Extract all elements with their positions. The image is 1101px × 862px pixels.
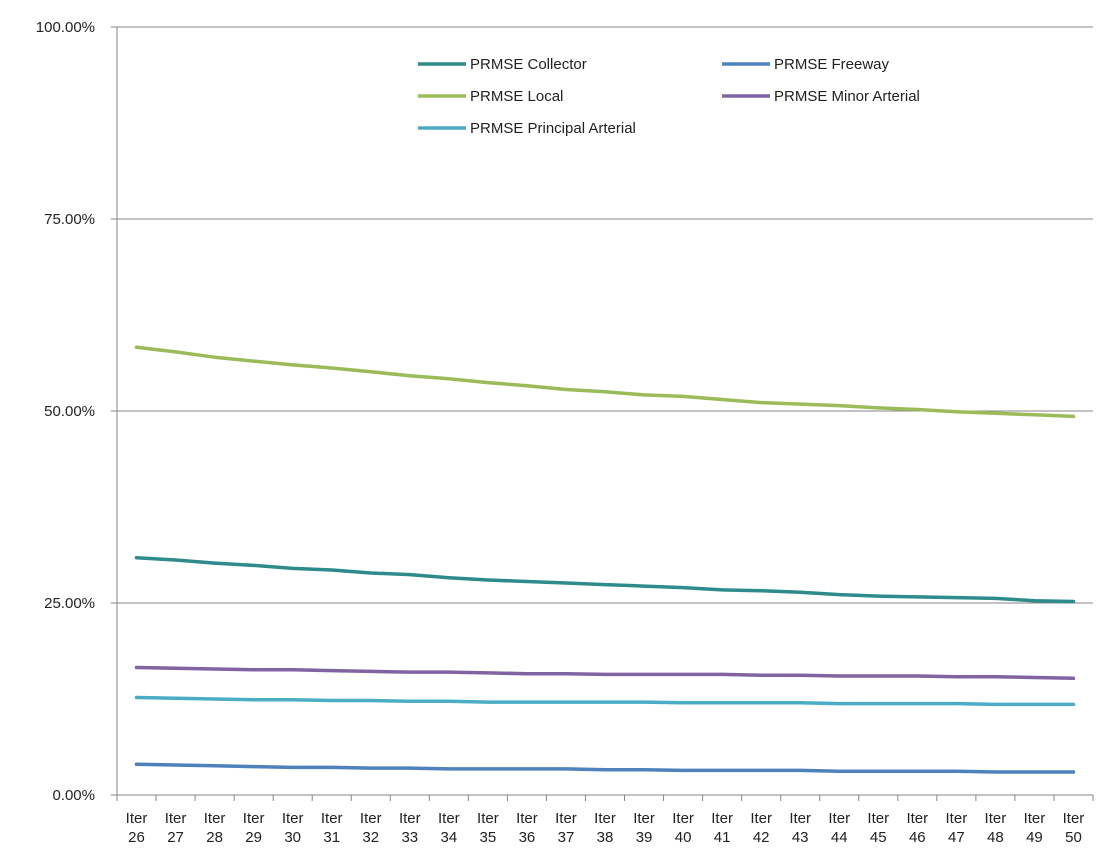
x-tick-label: Iter 30 xyxy=(282,810,304,846)
x-tick-label-line: Iter xyxy=(594,810,616,827)
series-line-prmse-minor-arterial xyxy=(134,665,1076,681)
x-tick-label-line: Iter xyxy=(867,810,889,827)
x-tick-label-line: Iter xyxy=(633,810,655,827)
x-tick-label-line: 35 xyxy=(480,829,497,846)
x-tick-label-line: Iter xyxy=(321,810,343,827)
x-tick-label-line: Iter xyxy=(985,810,1007,827)
x-tick-label-line: 36 xyxy=(519,829,536,846)
series-line-prmse-collector xyxy=(134,555,1076,604)
x-tick-label: Iter 26 xyxy=(126,810,148,846)
x-tick-label: Iter 33 xyxy=(399,810,421,846)
x-tick-label: Iter 49 xyxy=(1024,810,1046,846)
x-tick-label: Iter 50 xyxy=(1063,810,1085,846)
x-tick-label-line: Iter xyxy=(516,810,538,827)
x-tick-label-line: Iter xyxy=(828,810,850,827)
series-line-prmse-principal-arterial xyxy=(134,695,1076,707)
tick-labels: 0.00%25.00%50.00%75.00%100.00%Iter 26Iter… xyxy=(36,19,1085,846)
series-lines xyxy=(134,345,1076,774)
x-tick-label-line: 32 xyxy=(362,829,379,846)
x-tick-label-line: Iter xyxy=(906,810,928,827)
legend-label: PRMSE Local xyxy=(470,88,563,105)
x-tick-label-line: 42 xyxy=(753,829,770,846)
y-tick-label: 50.00% xyxy=(44,403,95,420)
x-tick-label-line: 39 xyxy=(636,829,653,846)
legend: PRMSE Collector PRMSE Freeway PRMSE Local P… xyxy=(418,56,920,137)
x-tick-label-line: Iter xyxy=(438,810,460,827)
x-tick-label: Iter 40 xyxy=(672,810,694,846)
x-tick-label-line: 40 xyxy=(675,829,692,846)
legend-label: PRMSE Principal Arterial xyxy=(470,120,636,137)
legend-label: PRMSE Collector xyxy=(470,56,587,73)
x-tick-label-line: Iter xyxy=(1063,810,1085,827)
x-tick-label-line: 48 xyxy=(987,829,1004,846)
x-tick-label: Iter 41 xyxy=(711,810,733,846)
x-tick-label-line: 34 xyxy=(440,829,457,846)
x-tick-label-line: Iter xyxy=(360,810,382,827)
x-tick-label-line: Iter xyxy=(477,810,499,827)
series-line-prmse-freeway xyxy=(134,762,1076,774)
x-tick-label-line: 31 xyxy=(323,829,340,846)
axes xyxy=(111,26,1094,801)
x-tick-label-line: Iter xyxy=(1024,810,1046,827)
x-tick-label-line: 28 xyxy=(206,829,223,846)
x-tick-label: Iter 29 xyxy=(243,810,265,846)
x-tick-label-line: Iter xyxy=(750,810,772,827)
x-tick-label-line: Iter xyxy=(555,810,577,827)
x-tick-label-line: Iter xyxy=(672,810,694,827)
x-tick-label-line: Iter xyxy=(165,810,187,827)
x-tick-label: Iter 27 xyxy=(165,810,187,846)
x-tick-label-line: 29 xyxy=(245,829,262,846)
x-tick-label: Iter 46 xyxy=(906,810,928,846)
x-tick-label: Iter 47 xyxy=(946,810,968,846)
x-tick-label: Iter 48 xyxy=(985,810,1007,846)
x-tick-label-line: 50 xyxy=(1065,829,1082,846)
x-tick-label-line: 49 xyxy=(1026,829,1043,846)
x-tick-label-line: 43 xyxy=(792,829,809,846)
x-tick-label: Iter 35 xyxy=(477,810,499,846)
x-tick-label-line: Iter xyxy=(204,810,226,827)
x-tick-label: Iter 34 xyxy=(438,810,460,846)
x-tick-label-line: Iter xyxy=(399,810,421,827)
x-tick-label-line: 45 xyxy=(870,829,887,846)
x-tick-label-line: Iter xyxy=(946,810,968,827)
y-tick-label: 25.00% xyxy=(44,595,95,612)
x-tick-label-line: 33 xyxy=(401,829,418,846)
x-tick-label: Iter 28 xyxy=(204,810,226,846)
x-tick-label-line: 47 xyxy=(948,829,965,846)
y-tick-label: 75.00% xyxy=(44,211,95,228)
x-tick-label-line: Iter xyxy=(243,810,265,827)
legend-label: PRMSE Freeway xyxy=(774,56,890,73)
legend-label: PRMSE Minor Arterial xyxy=(774,88,920,105)
x-tick-label-line: 44 xyxy=(831,829,848,846)
x-tick-label-line: 30 xyxy=(284,829,301,846)
y-tick-label: 0.00% xyxy=(52,787,95,804)
x-tick-label: Iter 43 xyxy=(789,810,811,846)
x-tick-label: Iter 45 xyxy=(867,810,889,846)
x-tick-label-line: 41 xyxy=(714,829,731,846)
x-tick-label-line: Iter xyxy=(282,810,304,827)
x-tick-label-line: Iter xyxy=(126,810,148,827)
series-line-prmse-local xyxy=(134,345,1076,419)
x-tick-label-line: 27 xyxy=(167,829,184,846)
x-tick-label-line: Iter xyxy=(711,810,733,827)
x-tick-label: Iter 38 xyxy=(594,810,616,846)
x-tick-label: Iter 44 xyxy=(828,810,850,846)
x-tick-label: Iter 32 xyxy=(360,810,382,846)
x-tick-label-line: 46 xyxy=(909,829,926,846)
x-tick-label: Iter 37 xyxy=(555,810,577,846)
x-tick-label: Iter 39 xyxy=(633,810,655,846)
x-tick-label-line: Iter xyxy=(789,810,811,827)
x-tick-label-line: 26 xyxy=(128,829,145,846)
x-tick-label: Iter 31 xyxy=(321,810,343,846)
x-tick-label: Iter 42 xyxy=(750,810,772,846)
x-tick-label: Iter 36 xyxy=(516,810,538,846)
x-tick-label-line: 37 xyxy=(558,829,575,846)
x-tick-label-line: 38 xyxy=(597,829,614,846)
y-tick-label: 100.00% xyxy=(36,19,95,36)
